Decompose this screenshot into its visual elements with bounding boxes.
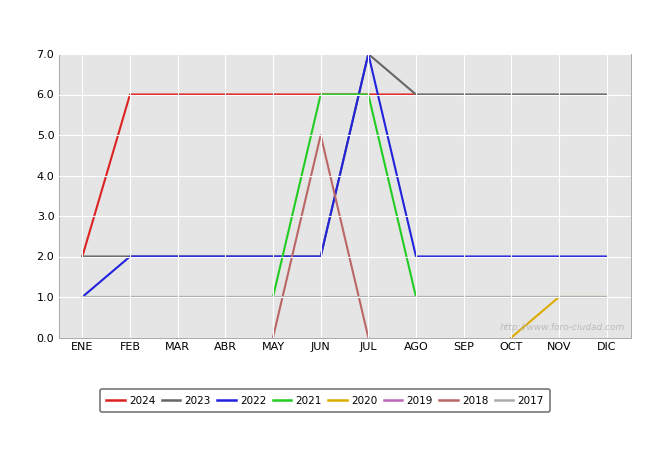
Legend: 2024, 2023, 2022, 2021, 2020, 2019, 2018, 2017: 2024, 2023, 2022, 2021, 2020, 2019, 2018… [99, 389, 551, 412]
Text: http://www.foro-ciudad.com: http://www.foro-ciudad.com [499, 323, 625, 332]
Text: Afiliados en Plou a 31/8/2024: Afiliados en Plou a 31/8/2024 [203, 16, 447, 34]
